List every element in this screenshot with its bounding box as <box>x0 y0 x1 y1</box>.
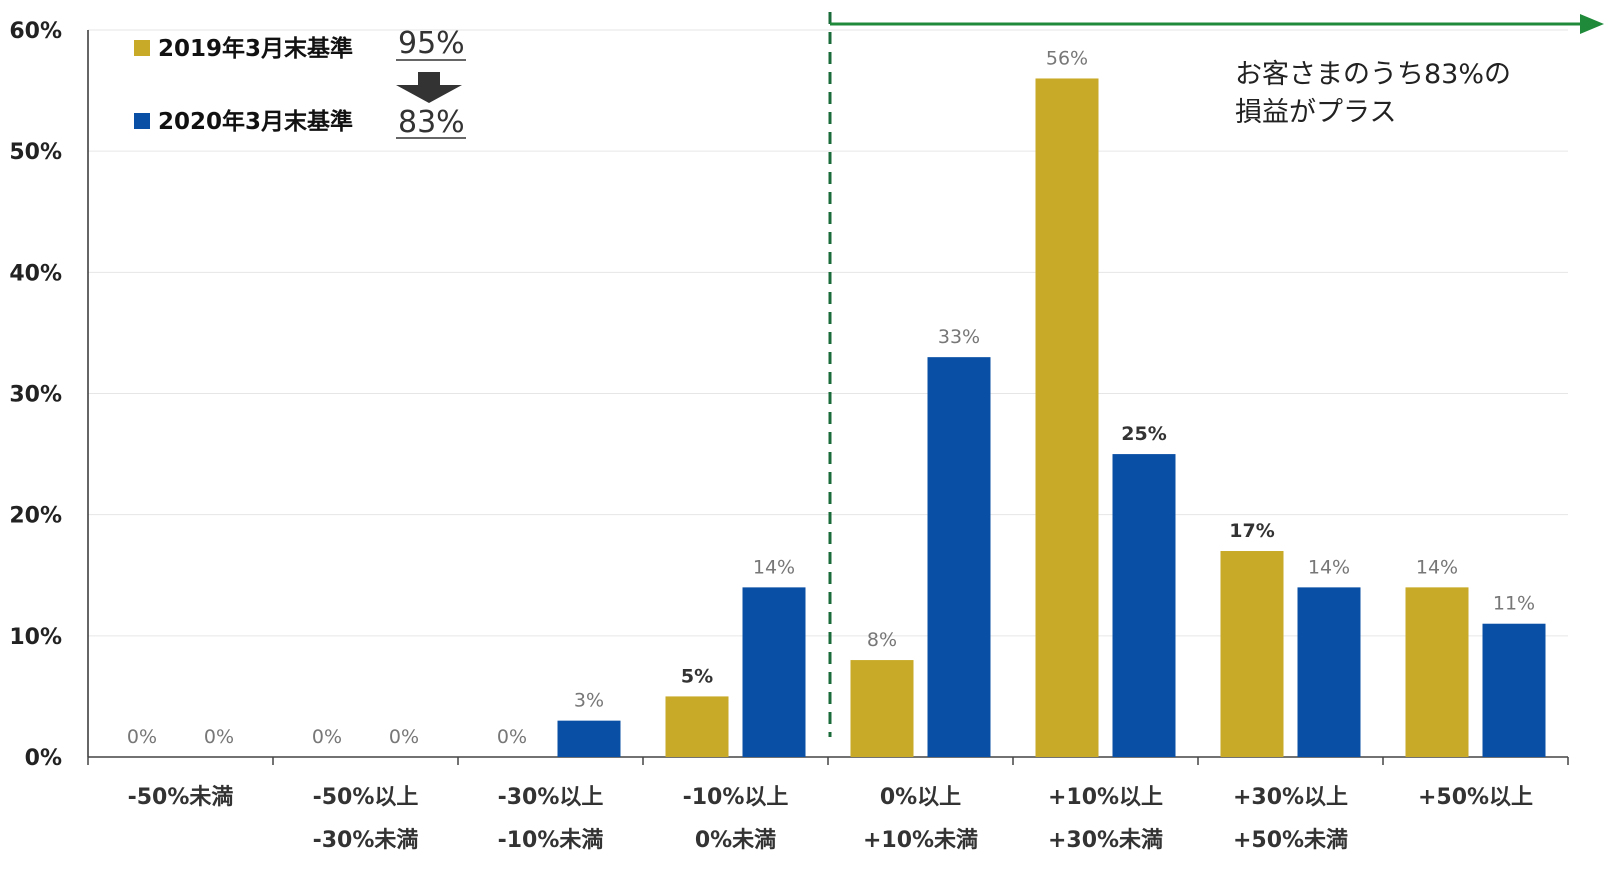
data-label: 14% <box>753 556 795 578</box>
annotation: お客さまのうち83%の 損益がプラス <box>1235 59 1511 128</box>
arrow-head-icon <box>1580 14 1604 34</box>
y-tick-label: 60% <box>9 19 62 44</box>
bar-1-7 <box>1482 623 1546 757</box>
legend-label-2020: 2020年3月末基準 <box>158 108 353 135</box>
data-label: 0% <box>127 726 157 748</box>
x-tick-label: 0%未満 <box>695 827 776 853</box>
data-label: 25% <box>1121 423 1166 445</box>
x-tick-label: 0%以上 <box>880 785 961 810</box>
x-axis: -50%未満 -50%以上 -30%未満 -30%以上 -10%未満 -10%以上 0%未満… <box>87 756 1569 853</box>
bars <box>557 78 1546 757</box>
x-tick-label: -50%未満 <box>128 784 234 810</box>
x-tick-label: +50%未満 <box>1233 827 1348 853</box>
data-label: 14% <box>1416 556 1458 578</box>
legend-total-2020: 83% <box>398 105 465 140</box>
x-tick-label: -10%以上 <box>683 785 789 810</box>
down-arrow-icon <box>396 72 462 103</box>
bar-1-2 <box>557 720 621 757</box>
data-label: 17% <box>1229 520 1274 542</box>
bar-0-7 <box>1405 587 1469 757</box>
bar-0-6 <box>1220 551 1284 757</box>
bar-1-4 <box>927 357 991 757</box>
y-axis: 0% 10% 20% 30% 40% 50% 60% <box>9 19 89 771</box>
data-label: 14% <box>1308 556 1350 578</box>
y-tick-label: 0% <box>25 746 62 771</box>
x-tick-label: -10%未満 <box>498 827 604 853</box>
y-tick-label: 50% <box>9 140 62 165</box>
annotation-line-1: お客さまのうち83%の <box>1235 59 1511 90</box>
legend-label-2019: 2019年3月末基準 <box>158 35 353 62</box>
data-label: 0% <box>204 726 234 748</box>
data-label: 0% <box>389 726 419 748</box>
legend: 2019年3月末基準 2020年3月末基準 95% 83% <box>134 26 466 140</box>
bar-0-3 <box>665 696 729 757</box>
bar-1-5 <box>1112 454 1176 757</box>
data-label: 3% <box>574 690 604 712</box>
x-tick-label: +30%未満 <box>1048 827 1163 853</box>
x-tick-label: -30%未満 <box>313 827 419 853</box>
y-tick-label: 40% <box>9 261 62 286</box>
data-label: 0% <box>312 726 342 748</box>
legend-total-2019: 95% <box>398 26 465 61</box>
bar-1-6 <box>1297 587 1361 757</box>
y-tick-label: 10% <box>9 625 62 650</box>
x-tick-label: +10%以上 <box>1048 785 1163 810</box>
bar-0-4 <box>850 660 914 757</box>
x-tick-label: -50%以上 <box>313 785 419 810</box>
x-tick-label: +50%以上 <box>1418 785 1533 810</box>
annotation-line-2: 損益がプラス <box>1235 97 1396 128</box>
data-label: 5% <box>681 665 713 687</box>
y-tick-label: 20% <box>9 504 62 529</box>
data-label: 56% <box>1046 47 1088 69</box>
x-tick-label: +30%以上 <box>1233 785 1348 810</box>
bar-0-5 <box>1035 78 1099 757</box>
x-tick-label: +10%未満 <box>863 827 978 853</box>
data-label: 0% <box>497 726 527 748</box>
legend-swatch-2019 <box>134 40 150 56</box>
x-tick-label: -30%以上 <box>498 785 604 810</box>
data-labels: 0% 0% 0% 5% 8% 56% 17% 14% 0% 0% 3% 14% 33% 25% 14% 11% <box>127 47 1535 748</box>
data-label: 8% <box>867 629 897 651</box>
data-label: 33% <box>938 326 980 348</box>
y-tick-label: 30% <box>9 383 62 408</box>
legend-swatch-2020 <box>134 113 150 129</box>
bar-1-3 <box>742 587 806 757</box>
data-label: 11% <box>1493 593 1535 615</box>
